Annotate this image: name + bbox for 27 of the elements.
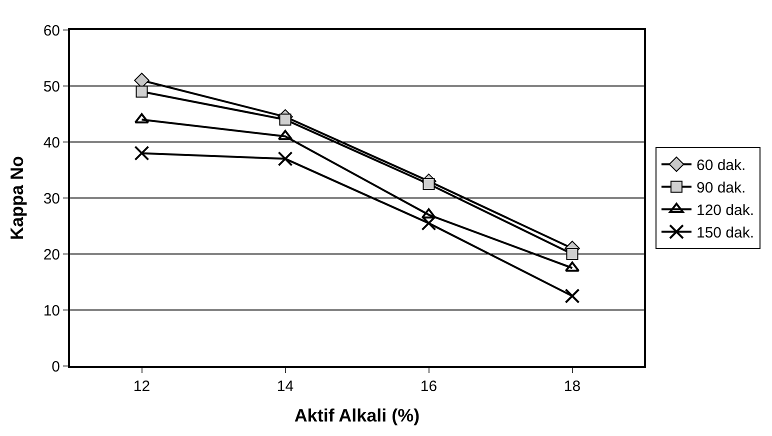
point: [566, 248, 578, 260]
point: [136, 86, 148, 98]
y-tick-label: 0: [52, 358, 60, 376]
x-tick-label: 18: [564, 378, 581, 395]
legend-label: 150 dak.: [696, 224, 754, 242]
y-tick-label: 20: [43, 246, 60, 264]
x-axis-title: Aktif Alkali (%): [294, 406, 420, 426]
point: [134, 146, 150, 161]
y-tick-label: 60: [43, 22, 60, 40]
legend-label: 120 dak.: [696, 202, 754, 220]
x-tick-label: 14: [276, 378, 294, 395]
x-tick-label: 16: [420, 378, 438, 395]
y-tick-label: 30: [43, 190, 60, 208]
point: [421, 208, 436, 219]
point: [279, 114, 292, 126]
legend-label: 90 dak.: [696, 180, 746, 197]
x-tick-label: 12: [133, 378, 150, 395]
point: [278, 151, 293, 166]
y-axis-title: Kappa No: [7, 156, 28, 240]
legend-label: 60 dak.: [696, 157, 746, 174]
y-tick-label: 50: [43, 78, 60, 96]
point: [422, 178, 435, 190]
y-tick-label: 40: [43, 134, 60, 152]
point: [564, 288, 580, 304]
point: [421, 216, 436, 231]
y-tick-label: 10: [43, 302, 60, 320]
point: [278, 130, 293, 140]
